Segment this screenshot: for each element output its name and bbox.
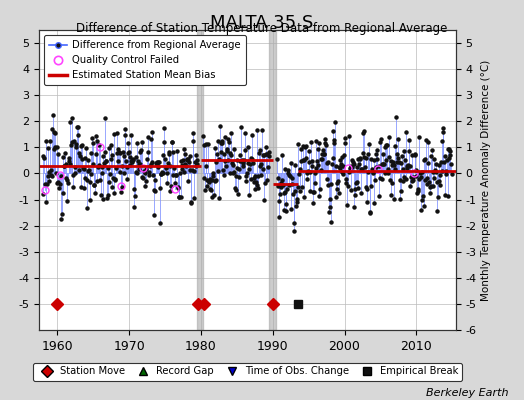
- Text: Berkeley Earth: Berkeley Earth: [426, 388, 508, 398]
- Text: MALTA 35 S: MALTA 35 S: [210, 14, 314, 32]
- Text: Difference of Station Temperature Data from Regional Average: Difference of Station Temperature Data f…: [77, 22, 447, 35]
- Y-axis label: Monthly Temperature Anomaly Difference (°C): Monthly Temperature Anomaly Difference (…: [481, 59, 491, 301]
- Bar: [269, 30, 276, 330]
- Bar: [198, 30, 203, 330]
- Legend: Station Move, Record Gap, Time of Obs. Change, Empirical Break: Station Move, Record Gap, Time of Obs. C…: [33, 362, 462, 380]
